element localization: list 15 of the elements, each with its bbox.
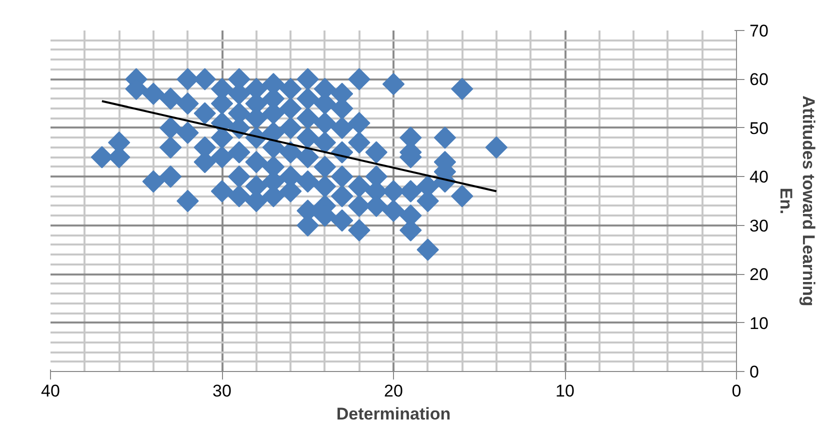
x-tick-label: 40 <box>41 382 60 400</box>
y-tick-label: 60 <box>750 70 768 90</box>
x-tick-label: 30 <box>212 382 232 400</box>
y-tick-label: 0 <box>750 362 759 382</box>
y-tick-label: 40 <box>750 168 768 187</box>
x-tick-label: 0 <box>732 382 742 400</box>
x-axis-title: Determination <box>336 404 451 424</box>
y-tick-label: 10 <box>750 314 768 333</box>
y-tick-label: 50 <box>750 118 768 138</box>
y-tick-label: 70 <box>750 22 768 40</box>
y-tick-label: 30 <box>750 216 768 236</box>
y-tick-label: 20 <box>750 265 768 284</box>
x-tick-label: 20 <box>384 382 403 400</box>
x-tick-label: 10 <box>556 382 574 400</box>
y-axis-title: Attitudes toward Learning En. <box>776 96 818 306</box>
